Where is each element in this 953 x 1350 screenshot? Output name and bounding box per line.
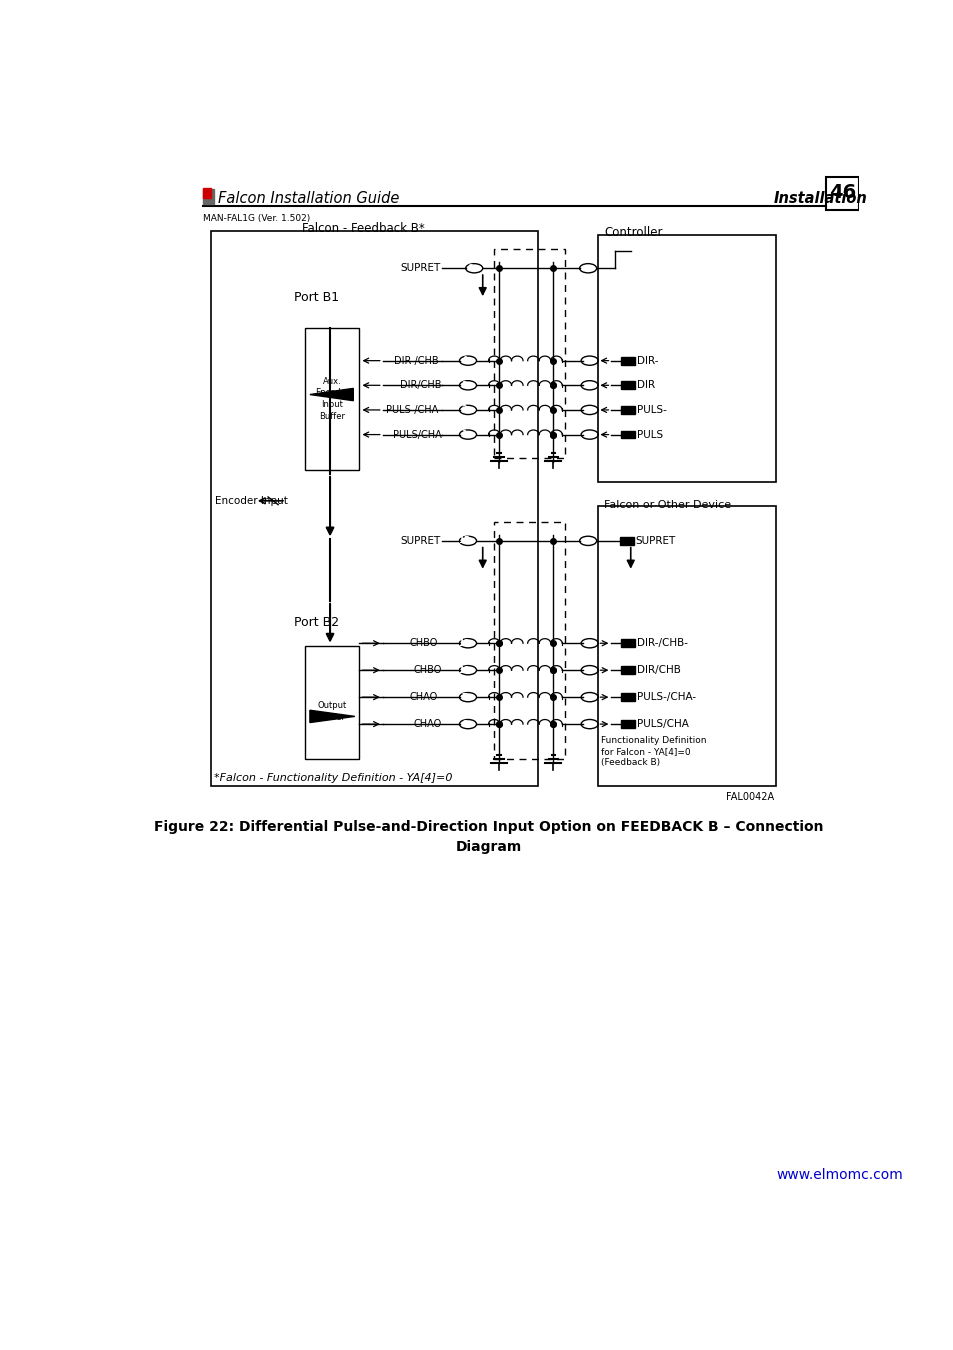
Bar (620, 406, 635, 414)
Bar (620, 667, 635, 674)
Polygon shape (310, 710, 355, 722)
Bar (305, 328, 359, 470)
Bar (619, 537, 633, 544)
Text: PULS: PULS (637, 429, 662, 440)
Text: Functionality Definition
for Falcon - YA[4]=0
(Feedback B): Functionality Definition for Falcon - YA… (600, 736, 706, 767)
Bar (203, 188, 212, 198)
Text: DIR-/CHB-: DIR-/CHB- (393, 355, 441, 366)
Text: *Falcon - Functionality Definition - YA[4]=0: *Falcon - Functionality Definition - YA[… (213, 774, 452, 783)
Text: CHAO-: CHAO- (409, 693, 441, 702)
Text: SUPRET: SUPRET (635, 536, 675, 545)
Text: CHBO: CHBO (413, 666, 441, 675)
Bar (598, 235, 776, 482)
Polygon shape (310, 389, 353, 401)
Bar (598, 506, 776, 786)
Text: PULS/CHA: PULS/CHA (393, 429, 441, 440)
Bar (620, 721, 635, 728)
Text: 12: 12 (457, 639, 470, 648)
Text: Controller: Controller (604, 225, 662, 239)
Text: Port B1: Port B1 (294, 292, 339, 304)
Text: 6: 6 (460, 720, 467, 729)
Bar (620, 431, 635, 439)
Text: DIR-/CHB-: DIR-/CHB- (637, 639, 687, 648)
Text: FAL0042A: FAL0042A (725, 792, 773, 802)
Text: Figure 22: Differential Pulse-and-Direction Input Option on FEEDBACK B – Connect: Figure 22: Differential Pulse-and-Direct… (154, 821, 822, 853)
Text: CHBO-: CHBO- (409, 639, 441, 648)
Text: PULS-/CHA-: PULS-/CHA- (637, 693, 696, 702)
Text: SUPRET: SUPRET (400, 536, 440, 545)
Text: Falcon Installation Guide: Falcon Installation Guide (217, 190, 398, 205)
Text: Installation: Installation (773, 190, 867, 205)
Text: PULS-/CHA-: PULS-/CHA- (386, 405, 441, 414)
Text: 4: 4 (460, 356, 467, 365)
Text: www.elmomc.com: www.elmomc.com (776, 1168, 902, 1181)
Text: DIR: DIR (637, 381, 655, 390)
Text: CHAO: CHAO (413, 720, 441, 729)
Text: 1: 1 (460, 431, 467, 439)
Text: DIR-: DIR- (637, 355, 658, 366)
Bar (493, 248, 564, 459)
Text: DIR/CHB: DIR/CHB (399, 381, 441, 390)
Text: 15: 15 (457, 536, 470, 545)
Text: Encoder Input: Encoder Input (214, 495, 287, 506)
Text: DIR/CHB: DIR/CHB (637, 666, 680, 675)
Bar (620, 382, 635, 389)
Text: PULS-: PULS- (637, 405, 666, 414)
Bar (203, 189, 213, 204)
Text: Port B2: Port B2 (294, 616, 339, 629)
Text: MAN-FAL1G (Ver. 1.502): MAN-FAL1G (Ver. 1.502) (203, 215, 310, 223)
Text: Falcon or Other Device: Falcon or Other Device (604, 500, 731, 510)
Bar (493, 522, 564, 759)
Text: 11: 11 (457, 666, 470, 675)
Bar (825, 177, 858, 209)
Bar (305, 645, 359, 759)
Bar (211, 231, 537, 786)
Text: Aux.
Encoder
Input
Buffer: Aux. Encoder Input Buffer (314, 377, 349, 421)
Text: 9: 9 (467, 263, 473, 273)
Text: Falcon - Feedback B*: Falcon - Feedback B* (302, 223, 424, 235)
Bar (620, 356, 635, 365)
Text: Output
Buffer: Output Buffer (317, 701, 347, 722)
Text: SUPRET: SUPRET (400, 263, 440, 273)
Bar (620, 694, 635, 701)
Text: PULS/CHA: PULS/CHA (637, 720, 688, 729)
Text: 2: 2 (460, 405, 467, 414)
Bar (620, 640, 635, 647)
Text: 7: 7 (460, 693, 467, 702)
Text: 46: 46 (828, 184, 855, 202)
Text: 3: 3 (460, 381, 467, 390)
